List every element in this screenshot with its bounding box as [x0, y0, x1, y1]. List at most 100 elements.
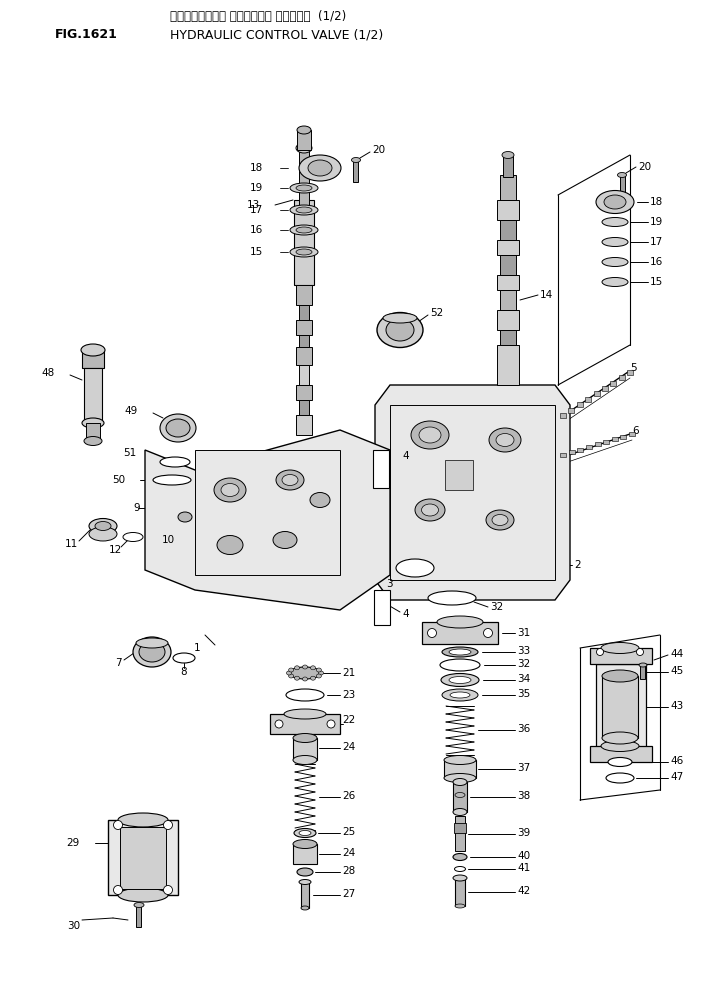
Text: 15: 15	[250, 247, 263, 257]
Polygon shape	[195, 450, 340, 575]
Ellipse shape	[444, 756, 476, 765]
Ellipse shape	[178, 512, 192, 522]
Bar	[296, 285, 312, 305]
Ellipse shape	[293, 733, 317, 743]
Text: 34: 34	[517, 674, 530, 684]
Bar	[444, 760, 476, 778]
Ellipse shape	[383, 313, 417, 323]
Ellipse shape	[290, 225, 318, 235]
Ellipse shape	[496, 434, 514, 447]
Bar	[500, 255, 516, 275]
Ellipse shape	[286, 689, 324, 701]
Text: 47: 47	[670, 772, 684, 782]
Ellipse shape	[89, 519, 117, 533]
Ellipse shape	[294, 829, 316, 837]
Ellipse shape	[299, 155, 341, 181]
Text: 9: 9	[133, 503, 140, 513]
Ellipse shape	[377, 313, 423, 347]
Ellipse shape	[287, 671, 291, 675]
Bar	[301, 882, 309, 908]
Ellipse shape	[602, 670, 638, 682]
Ellipse shape	[290, 205, 318, 215]
Bar	[500, 330, 516, 345]
Ellipse shape	[442, 689, 478, 701]
Bar	[620, 435, 627, 439]
Bar	[497, 310, 519, 330]
Text: 13: 13	[247, 200, 260, 210]
Text: 6: 6	[632, 426, 638, 436]
Ellipse shape	[450, 692, 470, 698]
Ellipse shape	[136, 638, 168, 648]
Bar	[629, 432, 635, 436]
Text: 16: 16	[250, 225, 263, 235]
Bar	[640, 665, 645, 679]
Text: 28: 28	[342, 866, 355, 876]
Ellipse shape	[133, 637, 171, 667]
Bar	[595, 443, 601, 447]
Bar	[560, 413, 566, 418]
Ellipse shape	[289, 667, 321, 679]
Text: 5: 5	[630, 363, 636, 373]
Ellipse shape	[444, 773, 476, 782]
Bar	[84, 368, 102, 423]
Ellipse shape	[427, 629, 437, 638]
Ellipse shape	[296, 207, 312, 213]
Bar	[422, 622, 498, 644]
Text: 24: 24	[342, 848, 355, 858]
Ellipse shape	[604, 195, 626, 209]
Ellipse shape	[82, 418, 104, 428]
Ellipse shape	[449, 649, 471, 655]
Ellipse shape	[596, 191, 634, 214]
Bar	[610, 381, 617, 386]
Text: FIG.1621: FIG.1621	[55, 29, 118, 41]
Ellipse shape	[311, 666, 315, 670]
Ellipse shape	[483, 629, 493, 638]
Text: 24: 24	[342, 742, 355, 752]
Text: 1: 1	[194, 643, 200, 653]
Ellipse shape	[453, 853, 467, 860]
Polygon shape	[390, 405, 555, 580]
Ellipse shape	[602, 217, 628, 226]
Ellipse shape	[114, 821, 122, 830]
Ellipse shape	[303, 665, 307, 669]
Ellipse shape	[311, 676, 315, 680]
Bar	[619, 375, 625, 380]
Bar	[497, 345, 519, 385]
Ellipse shape	[489, 428, 521, 452]
Ellipse shape	[317, 674, 321, 678]
Ellipse shape	[617, 172, 627, 177]
Text: 18: 18	[250, 163, 263, 173]
Ellipse shape	[453, 809, 467, 816]
Text: 22: 22	[342, 715, 355, 725]
Ellipse shape	[290, 183, 318, 193]
Text: 52: 52	[430, 308, 443, 318]
Ellipse shape	[81, 344, 105, 356]
Text: 27: 27	[342, 889, 355, 899]
Ellipse shape	[449, 677, 471, 684]
Bar	[585, 397, 591, 401]
Bar	[299, 400, 309, 415]
Ellipse shape	[114, 886, 122, 894]
Text: 17: 17	[650, 237, 663, 247]
Text: 40: 40	[517, 851, 530, 861]
Ellipse shape	[422, 504, 438, 516]
Ellipse shape	[492, 515, 508, 525]
Bar	[497, 200, 519, 220]
Ellipse shape	[442, 647, 478, 657]
Bar	[293, 738, 317, 760]
Bar	[270, 714, 340, 734]
Ellipse shape	[293, 839, 317, 848]
Ellipse shape	[166, 419, 190, 437]
Text: 48: 48	[41, 368, 55, 378]
Bar	[620, 175, 625, 195]
Ellipse shape	[608, 758, 632, 767]
Ellipse shape	[602, 258, 628, 267]
Bar	[577, 402, 583, 407]
Bar	[86, 423, 100, 441]
Bar	[136, 905, 141, 927]
Text: 32: 32	[490, 602, 503, 612]
Ellipse shape	[295, 666, 299, 670]
Text: 17: 17	[250, 205, 263, 215]
Bar	[296, 320, 312, 335]
Ellipse shape	[293, 756, 317, 765]
